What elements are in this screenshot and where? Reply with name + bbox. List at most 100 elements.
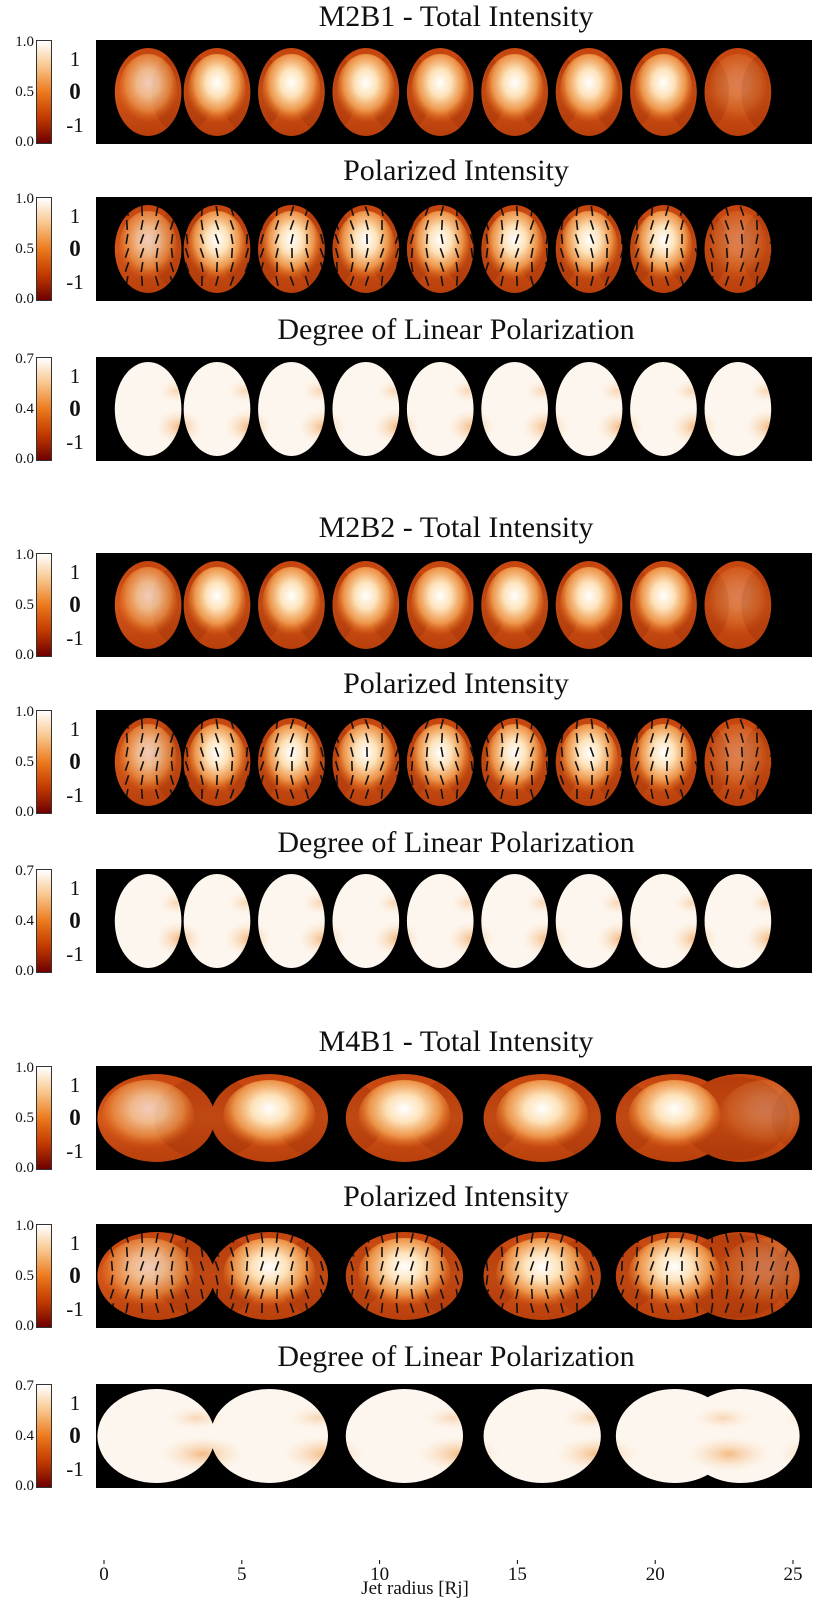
polarization-vector xyxy=(562,1261,563,1271)
emission-knot xyxy=(411,567,469,639)
panel-offset-label: 1 xyxy=(60,48,90,70)
panel-offset-label: -1 xyxy=(60,271,90,293)
polarization-vector xyxy=(142,789,143,799)
polarization-vector xyxy=(727,248,728,258)
polarization-vector xyxy=(576,733,577,743)
panel-title: M2B2 - Total Intensity xyxy=(100,511,812,545)
polarization-vector xyxy=(442,733,443,743)
panel-title: Degree of Linear Polarization xyxy=(100,313,812,347)
emission-knot xyxy=(337,567,395,639)
colorbar-tick-label: 1.0 xyxy=(0,191,34,207)
colorbar xyxy=(36,40,52,144)
emission-knot xyxy=(119,54,177,126)
polarization-vector xyxy=(742,234,743,244)
emission-knot xyxy=(560,211,618,283)
polarization-vector xyxy=(457,276,458,286)
colorbar-tick-label: 0.0 xyxy=(0,134,34,150)
emission-knot xyxy=(628,1080,720,1152)
polarization-vector xyxy=(517,206,518,216)
emission-knot xyxy=(358,1238,450,1310)
colorbar-tick-label: 1.0 xyxy=(0,704,34,720)
emission-knot xyxy=(188,211,246,283)
emission-knot xyxy=(486,211,544,283)
polarization-vector xyxy=(501,1247,502,1257)
heatmap-svg xyxy=(96,710,812,814)
polarization-vector xyxy=(742,747,743,757)
panel-title: M2B1 - Total Intensity xyxy=(100,0,812,34)
polarization-vector xyxy=(696,1303,697,1313)
polarization-vector xyxy=(427,234,428,244)
polarization-vector xyxy=(501,733,502,743)
emission-knot xyxy=(486,567,544,639)
emission-knot xyxy=(411,211,469,283)
panel-title: Degree of Linear Polarization xyxy=(100,826,812,860)
polarization-vector xyxy=(127,733,128,743)
polarization-vector xyxy=(186,1247,187,1257)
colorbar xyxy=(36,357,52,461)
emission-knot xyxy=(709,54,767,126)
polarization-vector xyxy=(712,262,713,272)
emission-knot xyxy=(496,1238,588,1310)
polarization-vector xyxy=(142,1303,143,1313)
x-axis-label: Jet radius [Rj] xyxy=(0,1578,830,1600)
polarization-vector xyxy=(157,262,158,272)
colorbar-tick-label: 0.0 xyxy=(0,451,34,467)
panel-offset-label: 1 xyxy=(60,561,90,583)
panel-offset-label: -1 xyxy=(60,431,90,453)
heatmap-svg xyxy=(96,1384,812,1488)
emission-knot xyxy=(119,724,177,796)
heatmap-panel xyxy=(96,1224,812,1328)
polarization-vector xyxy=(337,262,338,272)
polarization-vector xyxy=(442,220,443,230)
heatmap-svg xyxy=(96,553,812,657)
heatmap-svg xyxy=(96,869,812,973)
colorbar-tick-label: 1.0 xyxy=(0,1060,34,1076)
emission-knot xyxy=(102,1080,194,1152)
emission-knot xyxy=(411,54,469,126)
polarization-vector xyxy=(442,1247,443,1257)
colorbar-tick-label: 0.0 xyxy=(0,1478,34,1494)
colorbar-tick-label: 0.5 xyxy=(0,597,34,613)
polarization-vector xyxy=(547,761,548,771)
panel-offset-label: -1 xyxy=(60,784,90,806)
emission-knot xyxy=(635,567,693,639)
emission-knot xyxy=(262,724,320,796)
panel-offset-label: 1 xyxy=(60,205,90,227)
panel-offset-label: 1 xyxy=(60,718,90,740)
colorbar xyxy=(36,553,52,657)
polarization-vector xyxy=(232,761,233,771)
emission-knot xyxy=(262,567,320,639)
polarization-vector xyxy=(562,234,563,244)
polarization-vector xyxy=(457,789,458,799)
polarization-vector xyxy=(157,775,158,785)
emission-knot xyxy=(223,1238,315,1310)
x-tick-label: 25 xyxy=(773,1565,813,1585)
colorbar-tick-label: 0.7 xyxy=(0,351,34,367)
polarization-vector xyxy=(276,1233,277,1243)
heatmap-panel xyxy=(96,710,812,814)
polarization-vector xyxy=(171,248,172,258)
polarization-vector xyxy=(562,747,563,757)
polarization-vector xyxy=(712,1289,713,1299)
heatmap-panel xyxy=(96,553,812,657)
panel-offset-label: -1 xyxy=(60,114,90,136)
heatmap-panel xyxy=(96,40,812,144)
polarization-vector xyxy=(232,1275,233,1285)
polarization-vector xyxy=(247,1261,248,1271)
colorbar-tick-label: 0.5 xyxy=(0,1268,34,1284)
heatmap-svg xyxy=(96,1224,812,1328)
x-tick-label: 15 xyxy=(497,1565,537,1585)
emission-knot xyxy=(560,54,618,126)
emission-knot xyxy=(709,567,767,639)
colorbar-tick-label: 1.0 xyxy=(0,547,34,563)
polarization-vector xyxy=(547,248,548,258)
colorbar xyxy=(36,1066,52,1170)
colorbar xyxy=(36,197,52,301)
panel-title: M4B1 - Total Intensity xyxy=(100,1025,812,1059)
colorbar-tick-label: 0.4 xyxy=(0,401,34,417)
panel-title: Polarized Intensity xyxy=(100,154,812,188)
emission-knot xyxy=(262,54,320,126)
colorbar-tick-label: 1.0 xyxy=(0,1218,34,1234)
emission-knot xyxy=(486,724,544,796)
